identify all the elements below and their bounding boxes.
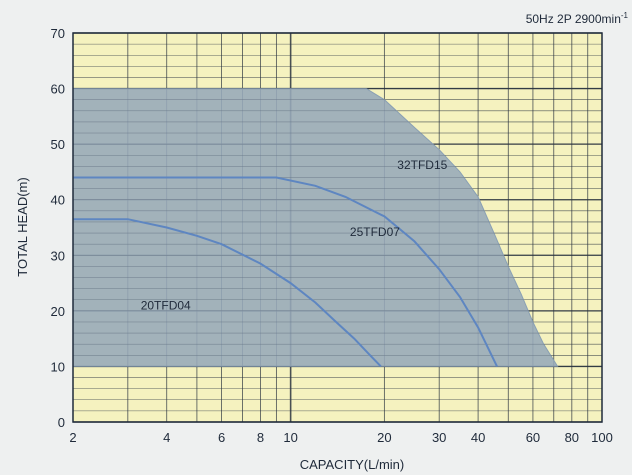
- y-tick-label: 70: [51, 26, 65, 41]
- y-tick-label: 60: [51, 82, 65, 97]
- x-tick-label: 10: [283, 430, 297, 445]
- plot-frame: [72, 32, 603, 423]
- curve-25TFD07: [73, 176, 498, 367]
- x-tick-labels: 2 4 6 8 10 20 30 40 60 80 100: [69, 430, 612, 445]
- y-tick-label: 0: [58, 415, 65, 430]
- y-tick-label: 20: [51, 304, 65, 319]
- x-tick-label: 80: [565, 430, 579, 445]
- y-tick-labels: 0 10 20 30 40 50 60 70: [51, 26, 65, 430]
- x-tick-label: 8: [257, 430, 264, 445]
- x-tick-label: 2: [69, 430, 76, 445]
- y-tick-label: 50: [51, 137, 65, 152]
- y-tick-label: 30: [51, 248, 65, 263]
- x-axis-label: CAPACITY(L/min): [300, 457, 405, 472]
- x-tick-label: 60: [526, 430, 540, 445]
- x-tick-label: 100: [591, 430, 613, 445]
- x-tick-label: 40: [471, 430, 485, 445]
- curve-20TFD04: [73, 218, 382, 368]
- y-tick-label: 40: [51, 193, 65, 208]
- label-25TFD07: 25TFD07: [350, 225, 400, 239]
- x-tick-label: 6: [218, 430, 225, 445]
- frequency-note: 50Hz 2P 2900min-1: [526, 11, 629, 26]
- label-32TFD15: 32TFD15: [397, 158, 447, 172]
- y-tick-label: 10: [51, 359, 65, 374]
- x-tick-label: 20: [377, 430, 391, 445]
- x-tick-label: 4: [163, 430, 170, 445]
- label-20TFD04: 20TFD04: [141, 299, 191, 313]
- operating-region-32TFD15: [72, 88, 559, 367]
- x-tick-label: 30: [432, 430, 446, 445]
- y-axis-label: TOTAL HEAD(m): [15, 177, 30, 276]
